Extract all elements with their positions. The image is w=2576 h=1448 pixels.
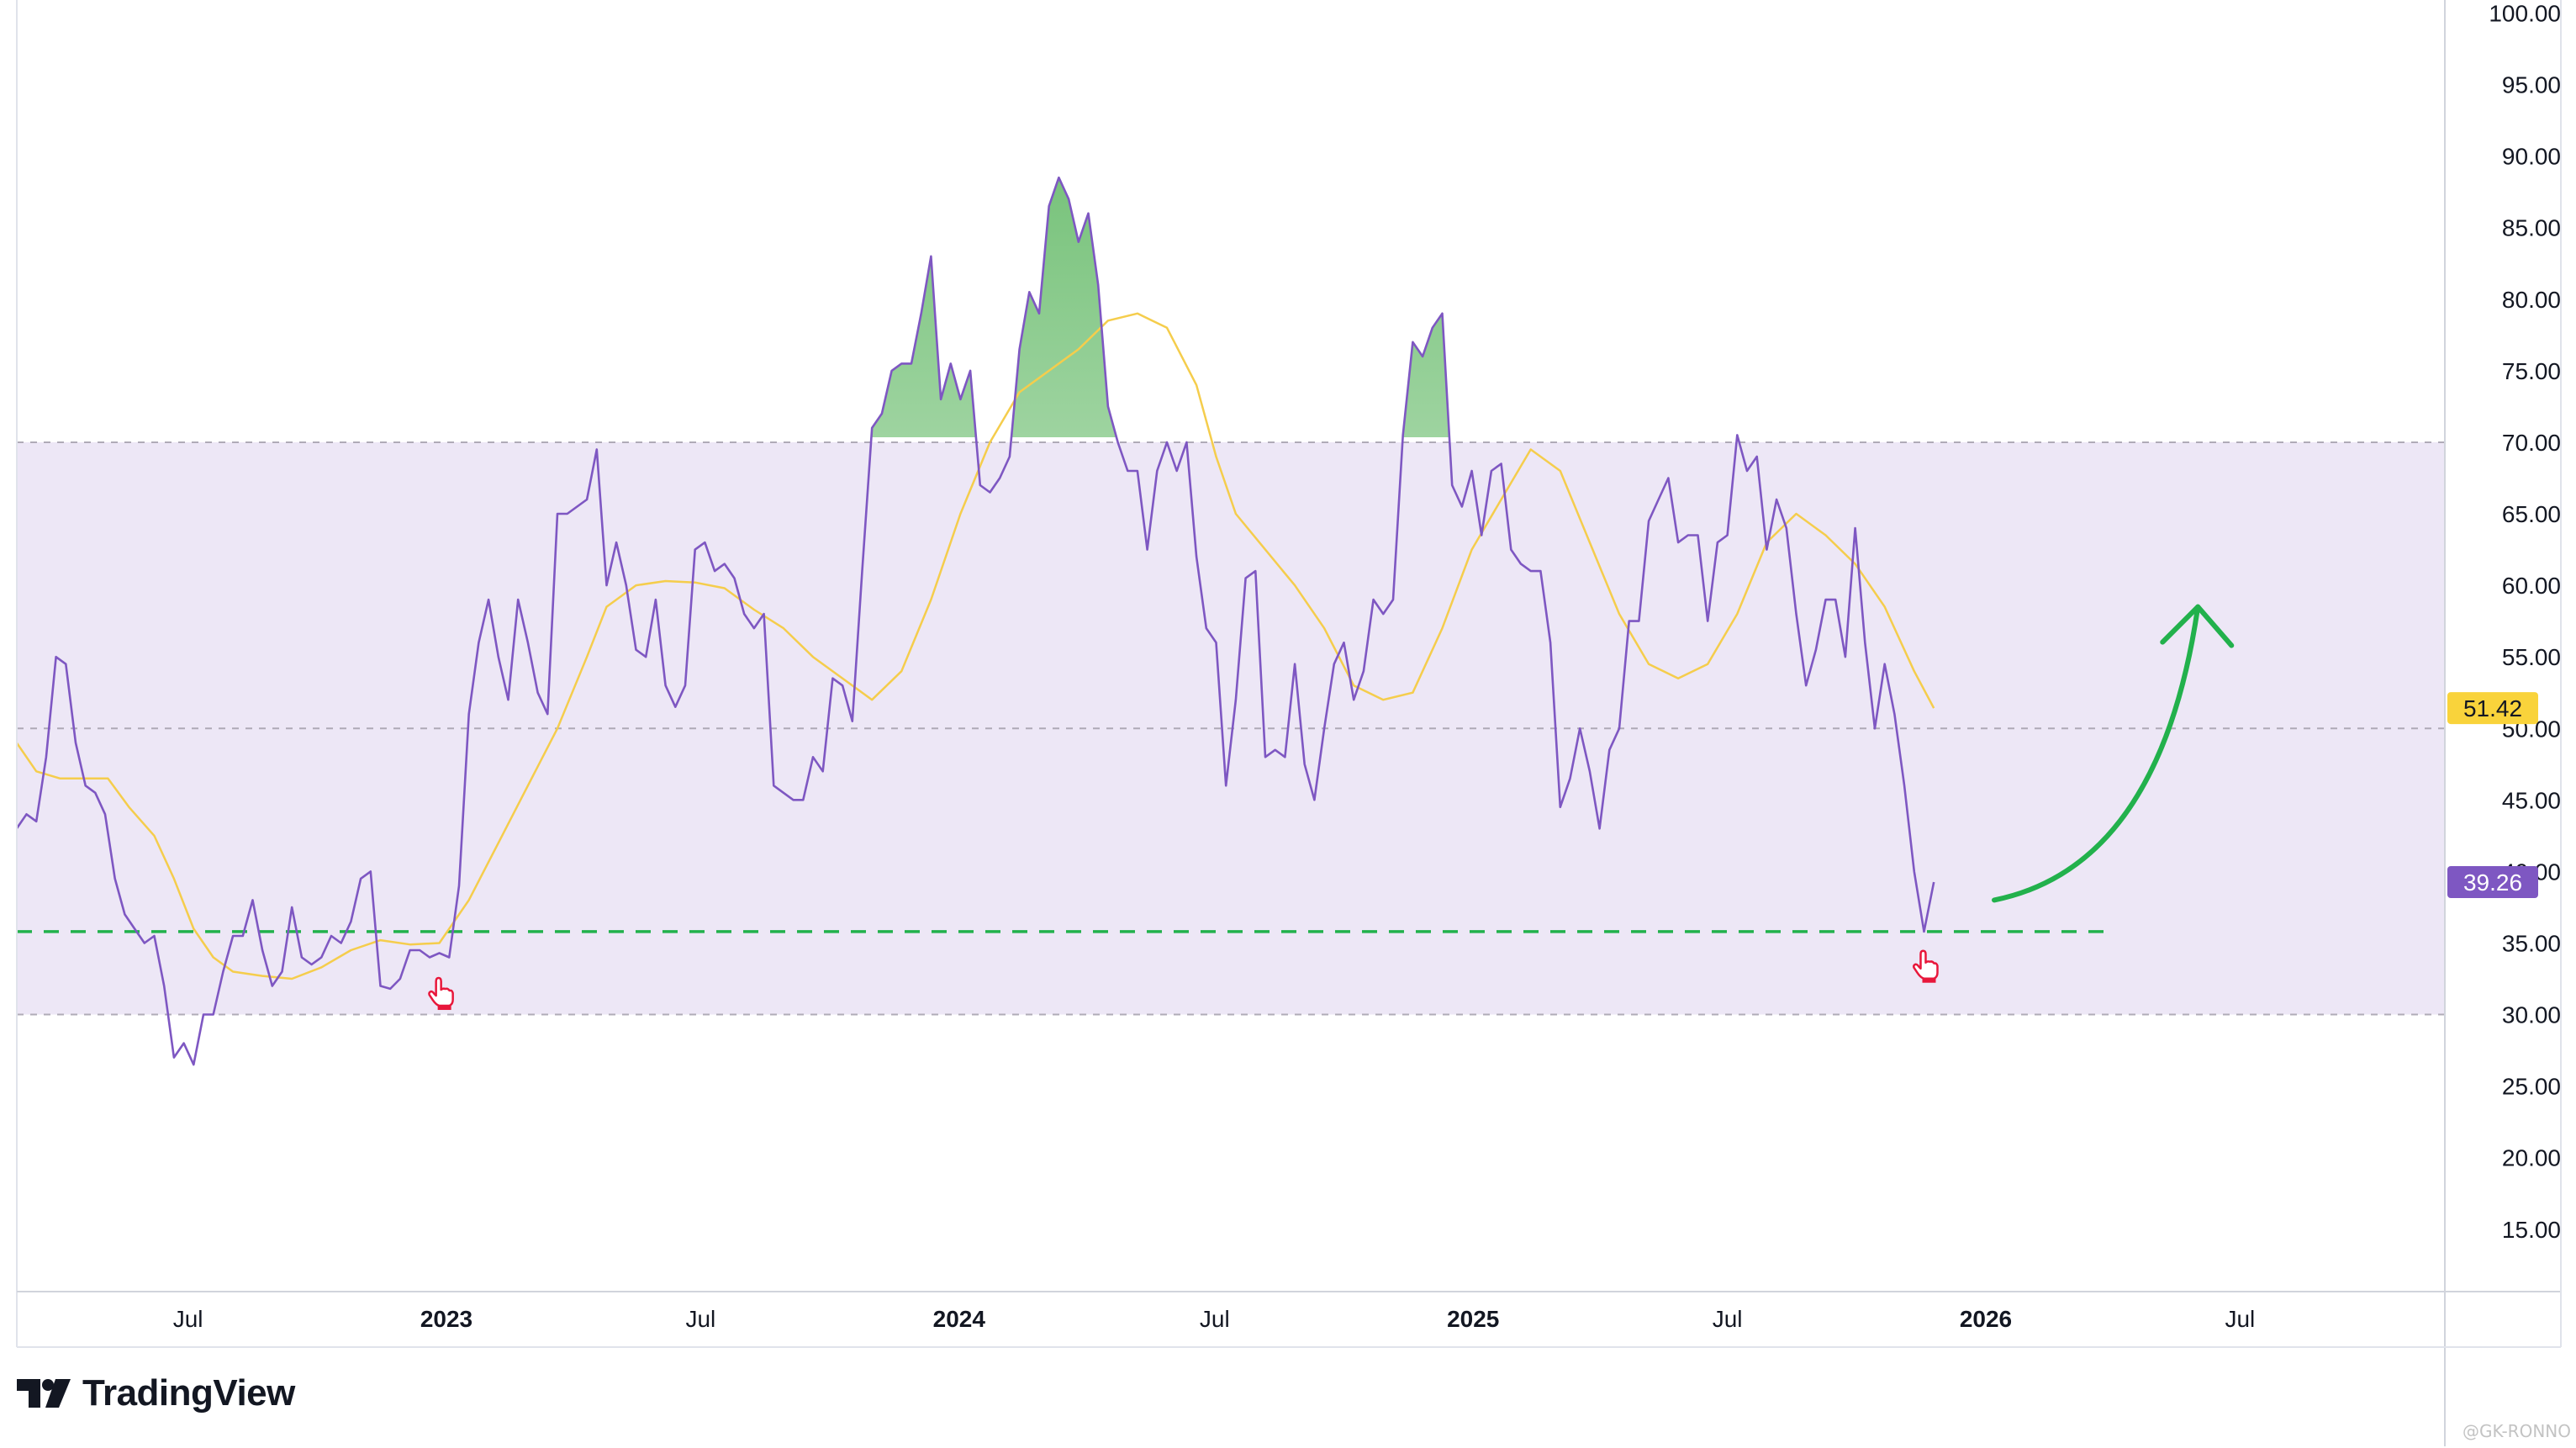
x-tick-label: Jul: [1200, 1306, 1230, 1332]
ma-value-badge: 51.42: [2463, 695, 2522, 721]
tradingview-logo-icon: [17, 1379, 71, 1408]
y-tick-label: 45.00: [2502, 787, 2561, 813]
y-tick-label: 20.00: [2502, 1145, 2561, 1171]
x-tick-label: Jul: [1713, 1306, 1743, 1332]
y-tick-label: 80.00: [2502, 287, 2561, 313]
rsi-value-badge-bg: [2447, 865, 2538, 898]
ma-value-badge-bg: [2447, 692, 2538, 725]
curved-arrow-up-icon: [1992, 604, 2201, 903]
x-tick-label: 2024: [933, 1306, 986, 1332]
rsi-value-badge: 39.26: [2463, 869, 2522, 896]
x-tick-label: Jul: [685, 1306, 715, 1332]
hand-pointer-icon: [428, 976, 454, 1011]
y-tick-label: 75.00: [2502, 358, 2561, 384]
y-tick-label: 100.00: [2489, 1, 2561, 27]
y-tick-label: 30.00: [2502, 1002, 2561, 1028]
rsi-line: [17, 176, 1935, 1066]
x-tick-label: 2025: [1447, 1306, 1499, 1332]
y-tick-label: 65.00: [2502, 501, 2561, 527]
y-tick-label: 35.00: [2502, 930, 2561, 956]
brand-name: TradingView: [82, 1372, 295, 1414]
hand-pointer-icon: [1912, 949, 1939, 983]
x-tick-label: Jul: [2225, 1306, 2255, 1332]
watermark-text: @GK-RONNO: [2462, 1421, 2571, 1441]
y-tick-label: 70.00: [2502, 430, 2561, 456]
y-tick-label: 55.00: [2502, 644, 2561, 670]
x-tick-label: 2026: [1960, 1306, 2012, 1332]
brand: TradingView: [17, 1372, 295, 1414]
x-tick-label: 2023: [420, 1306, 472, 1332]
arrow-head-icon: [2160, 604, 2235, 648]
y-tick-label: 90.00: [2502, 144, 2561, 170]
x-tick-label: Jul: [173, 1306, 203, 1332]
y-tick-label: 85.00: [2502, 215, 2561, 241]
overbought-fill-area: [871, 177, 1739, 437]
y-tick-label: 60.00: [2502, 573, 2561, 599]
y-tick-label: 25.00: [2502, 1074, 2561, 1100]
y-tick-label: 95.00: [2502, 72, 2561, 98]
y-tick-label: 15.00: [2502, 1217, 2561, 1243]
